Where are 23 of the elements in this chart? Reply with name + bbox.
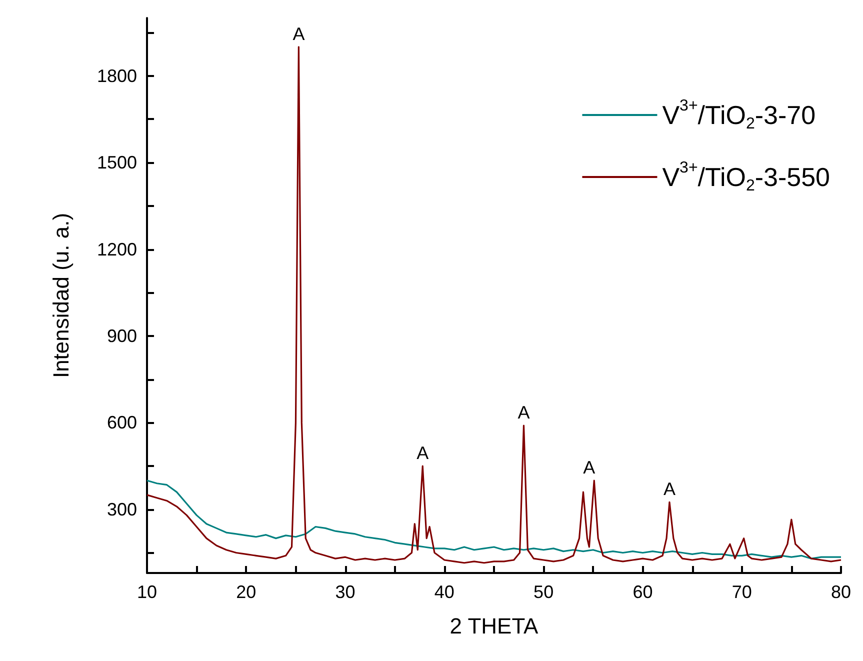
line-series bbox=[146, 46, 842, 564]
line-series bbox=[146, 480, 842, 560]
x-tick-label: 20 bbox=[236, 582, 256, 602]
y-tick-label: 600 bbox=[106, 412, 137, 433]
annotation: A bbox=[518, 402, 530, 423]
x-tick-label: 80 bbox=[830, 582, 852, 602]
y-tick-label: 1800 bbox=[96, 66, 137, 86]
annotation: A bbox=[416, 443, 429, 464]
y-tick-label: 1500 bbox=[96, 152, 137, 173]
x-axis-title: 2 THETA bbox=[450, 614, 539, 638]
x-tick-label: 50 bbox=[534, 582, 554, 602]
y-tick-label: 1200 bbox=[96, 239, 137, 260]
annotation: A bbox=[292, 24, 305, 44]
x-tick-label: 40 bbox=[434, 582, 454, 602]
y-axis-title: Intensidad (u. a.) bbox=[48, 212, 74, 378]
x-tick-label: 30 bbox=[335, 582, 356, 602]
x-tick-label: 60 bbox=[632, 582, 653, 602]
annotation: A bbox=[583, 458, 596, 478]
y-tick-label: 900 bbox=[106, 326, 137, 346]
x-tick-label: 70 bbox=[732, 582, 752, 602]
y-tick-label: 300 bbox=[106, 499, 137, 520]
x-tick-label: 10 bbox=[136, 582, 158, 602]
annotation: A bbox=[663, 479, 676, 500]
